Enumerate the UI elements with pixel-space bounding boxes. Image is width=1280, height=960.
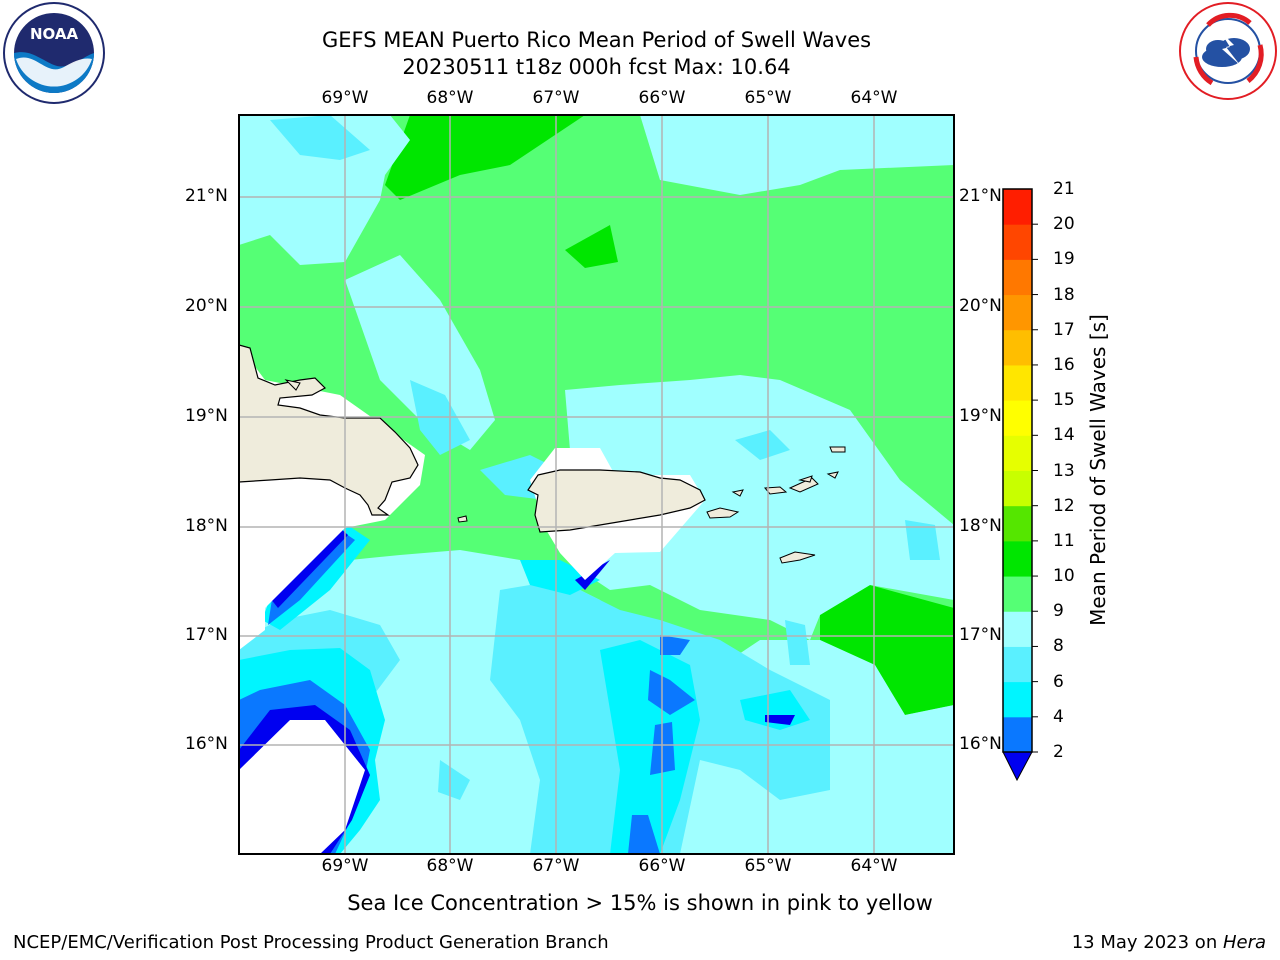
sea-ice-note: Sea Ice Concentration > 15% is shown in … <box>347 891 933 915</box>
lon-label-top: 67°W <box>532 88 580 108</box>
lon-label-bottom: 65°W <box>744 856 792 876</box>
lon-label-top: 64°W <box>850 88 898 108</box>
colorbar-segment <box>1003 716 1032 753</box>
colorbar-segment <box>1003 189 1032 225</box>
colorbar-frame <box>1002 188 1033 753</box>
colorbar-tick-label: 17 <box>1053 319 1075 340</box>
colorbar-tick-label: 14 <box>1053 425 1075 446</box>
map-title-line2: 20230511 t18z 000h fcst Max: 10.64 <box>402 55 791 79</box>
map-title-line1: GEFS MEAN Puerto Rico Mean Period of Swe… <box>321 28 872 52</box>
colorbar <box>1003 189 1038 753</box>
lon-label-top: 66°W <box>638 88 686 108</box>
land-virgin-islands <box>284 379 846 564</box>
colorbar-tick-label: 20 <box>1053 214 1075 235</box>
colorbar-segment <box>1003 364 1032 401</box>
colorbar-tick-label: 8 <box>1053 636 1064 657</box>
colorbar-segment <box>1003 681 1032 718</box>
colorbar-tick-label: 16 <box>1053 354 1075 375</box>
colorbar-segment <box>1003 259 1032 296</box>
lon-label-top: 69°W <box>321 88 369 108</box>
host-name: Hera <box>1222 932 1266 953</box>
colorbar-tick-label: 9 <box>1053 601 1064 622</box>
nws-logo-icon <box>1178 1 1278 105</box>
noaa-logo-icon: NOAA <box>2 1 106 109</box>
lon-label-bottom: 64°W <box>850 856 898 876</box>
lat-label-left: 19°N <box>185 406 228 426</box>
map-frame <box>238 114 955 855</box>
colorbar-tick-label: 10 <box>1053 566 1075 587</box>
lat-label-left: 16°N <box>185 734 228 754</box>
colorbar-segment <box>1003 505 1032 542</box>
colorbar-segment <box>1003 470 1032 507</box>
colorbar-segment <box>1003 400 1032 436</box>
lat-label-right: 19°N <box>959 406 1002 426</box>
colorbar-tick-label: 12 <box>1053 495 1075 516</box>
colorbar-tick-label: 4 <box>1053 706 1064 727</box>
colorbar-tick-label: 19 <box>1053 249 1075 270</box>
lat-label-right: 18°N <box>959 516 1002 536</box>
colorbar-segment <box>1003 611 1032 647</box>
colorbar-tick-label: 2 <box>1053 742 1064 762</box>
colorbar-segment <box>1003 435 1032 471</box>
lat-label-left: 18°N <box>185 516 228 536</box>
colorbar-tick-label: 13 <box>1053 460 1075 481</box>
colorbar-segment <box>1003 294 1032 331</box>
date-text: 13 May 2023 on <box>1071 932 1223 953</box>
colorbar-segment <box>1003 540 1032 577</box>
colorbar-tick-label: 6 <box>1053 671 1064 692</box>
lat-label-left: 17°N <box>185 625 228 645</box>
noaa-logo-text: NOAA <box>30 25 79 43</box>
lat-label-right: 20°N <box>959 296 1002 316</box>
colorbar-under-arrow <box>1002 751 1033 782</box>
lon-label-bottom: 67°W <box>532 856 580 876</box>
lon-label-bottom: 68°W <box>426 856 474 876</box>
colorbar-segment <box>1003 576 1032 612</box>
land-puerto-rico <box>527 469 706 533</box>
lat-label-left: 20°N <box>185 296 228 316</box>
lat-label-left: 21°N <box>185 186 228 206</box>
lat-label-right: 16°N <box>959 734 1002 754</box>
colorbar-tick-label: 15 <box>1053 390 1075 411</box>
colorbar-segment <box>1003 224 1032 260</box>
lon-label-bottom: 69°W <box>321 856 369 876</box>
colorbar-tick-label: 21 <box>1053 179 1075 199</box>
lon-label-top: 68°W <box>426 88 474 108</box>
colorbar-segment <box>1003 329 1032 366</box>
credit-text: NCEP/EMC/Verification Post Processing Pr… <box>13 932 609 953</box>
colorbar-label: Mean Period of Swell Waves [s] <box>1086 314 1110 626</box>
colorbar-tick-label: 18 <box>1053 284 1075 305</box>
lon-label-top: 65°W <box>744 88 792 108</box>
generation-date: 13 May 2023 on Hera <box>1072 932 1266 953</box>
lat-label-right: 17°N <box>959 625 1002 645</box>
graticule <box>239 115 954 854</box>
lon-label-bottom: 66°W <box>638 856 686 876</box>
lat-label-right: 21°N <box>959 186 1002 206</box>
colorbar-segment <box>1003 646 1032 683</box>
colorbar-tick-label: 11 <box>1053 530 1075 551</box>
